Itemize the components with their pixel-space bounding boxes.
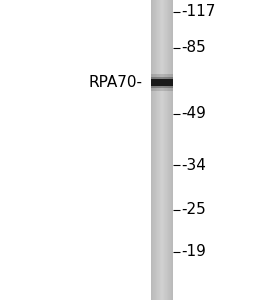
Bar [153,0,154,300]
Bar [152,0,153,300]
Bar [156,0,157,300]
Bar [172,0,173,300]
Bar [171,0,172,300]
Bar [158,0,159,300]
Text: -85: -85 [181,40,206,56]
Bar [159,0,160,300]
Bar [167,0,168,300]
Bar [155,0,156,300]
Bar [164,0,165,300]
Text: -49: -49 [181,106,207,122]
Bar [165,0,166,300]
Bar [154,0,155,300]
Text: -25: -25 [181,202,206,217]
Text: RPA70-: RPA70- [88,75,143,90]
Bar [163,0,164,300]
Bar [169,0,170,300]
Bar [151,74,173,91]
Bar [166,0,167,300]
Bar [151,77,173,88]
Bar [157,0,158,300]
Bar [151,79,173,86]
Bar [162,0,163,300]
Bar [160,0,161,300]
Bar [151,0,152,300]
Text: -117: -117 [181,4,216,20]
Bar [161,0,162,300]
Text: -19: -19 [181,244,207,260]
Bar [170,0,171,300]
Bar [168,0,169,300]
Text: -34: -34 [181,158,207,172]
